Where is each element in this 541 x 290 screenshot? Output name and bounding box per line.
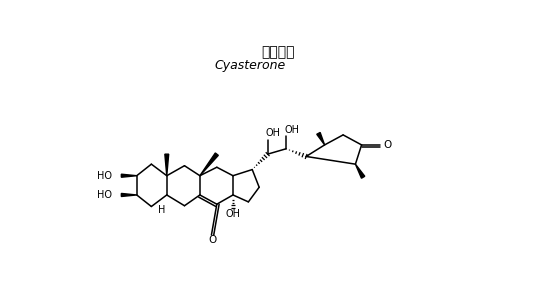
Polygon shape <box>121 193 137 197</box>
Text: 杯苋甾酮: 杯苋甾酮 <box>261 46 294 59</box>
Text: OH: OH <box>284 124 299 135</box>
Polygon shape <box>200 153 219 176</box>
Text: OH: OH <box>266 128 281 138</box>
Polygon shape <box>317 133 325 145</box>
Text: H: H <box>157 205 165 215</box>
Text: O: O <box>384 140 392 150</box>
Text: OH: OH <box>226 209 241 219</box>
Polygon shape <box>121 174 137 177</box>
Text: Cyasterone: Cyasterone <box>214 59 286 72</box>
Polygon shape <box>165 154 169 176</box>
Text: HO: HO <box>97 190 112 200</box>
Polygon shape <box>355 164 365 178</box>
Text: HO: HO <box>97 171 112 181</box>
Text: O: O <box>208 235 216 245</box>
